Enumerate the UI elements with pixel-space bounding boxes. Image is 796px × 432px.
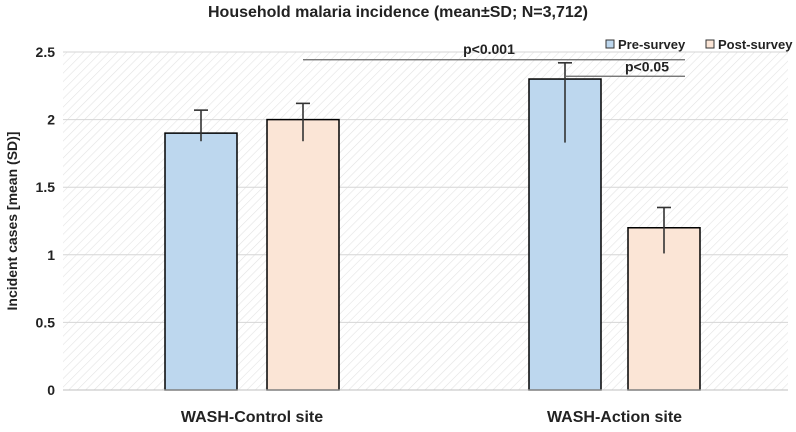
y-tick-label: 2.5	[36, 44, 56, 60]
y-tick-label: 1.5	[36, 179, 56, 195]
legend-swatch	[605, 39, 615, 49]
axes: 0 0.5 1 1.5 2 2.5 WASH-Control site WASH-Action…	[36, 44, 788, 426]
bar-control-pre	[164, 132, 238, 391]
x-tick-label: WASH-Action site	[547, 409, 682, 426]
bars	[164, 78, 701, 391]
y-tick-label: 0	[47, 382, 55, 398]
legend-label: Pre-survey	[618, 37, 686, 52]
legend-label: Post-survey	[718, 37, 793, 52]
significance-label: p<0.001	[463, 41, 515, 57]
legend: Pre-survey Post-survey	[605, 37, 793, 52]
legend-swatch	[705, 39, 715, 49]
bar-control-post	[266, 118, 340, 391]
chart-title: Household malaria incidence (mean±SD; N=…	[208, 4, 588, 21]
significance-label: p<0.05	[625, 58, 669, 74]
x-tick-label: WASH-Control site	[181, 409, 323, 426]
y-tick-label: 1	[47, 247, 55, 263]
y-axis-label: Incident cases [mean (SD)]	[4, 132, 20, 311]
y-tick-label: 0.5	[36, 314, 56, 330]
y-tick-label: 2	[47, 112, 55, 128]
bar-action-post	[627, 227, 701, 391]
significance-brackets: p<0.001 p<0.05	[303, 41, 685, 77]
